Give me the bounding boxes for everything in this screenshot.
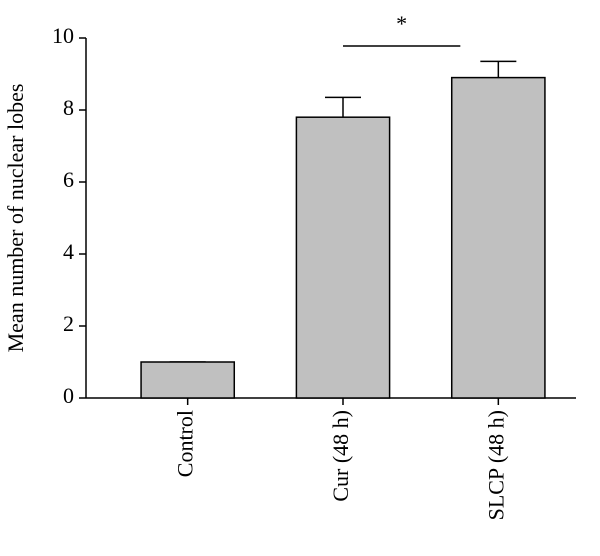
x-tick-label: Control <box>173 410 198 477</box>
y-axis-label: Mean number of nuclear lobes <box>3 84 28 353</box>
bar <box>140 361 236 399</box>
y-tick-label: 0 <box>63 383 74 408</box>
x-tick-label: SLCP (48 h) <box>483 410 508 520</box>
y-tick-label: 8 <box>63 95 74 120</box>
bar <box>295 116 391 399</box>
y-tick-label: 4 <box>63 239 74 264</box>
y-tick-label: 10 <box>52 23 74 48</box>
y-tick-label: 2 <box>63 311 74 336</box>
x-tick-label: Cur (48 h) <box>328 410 353 502</box>
bar <box>450 76 546 399</box>
significance-mark: * <box>396 11 407 36</box>
y-tick-label: 6 <box>63 167 74 192</box>
